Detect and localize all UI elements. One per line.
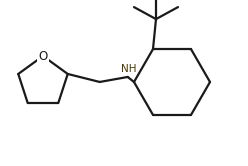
Text: NH: NH bbox=[121, 64, 136, 74]
Text: O: O bbox=[38, 49, 48, 63]
